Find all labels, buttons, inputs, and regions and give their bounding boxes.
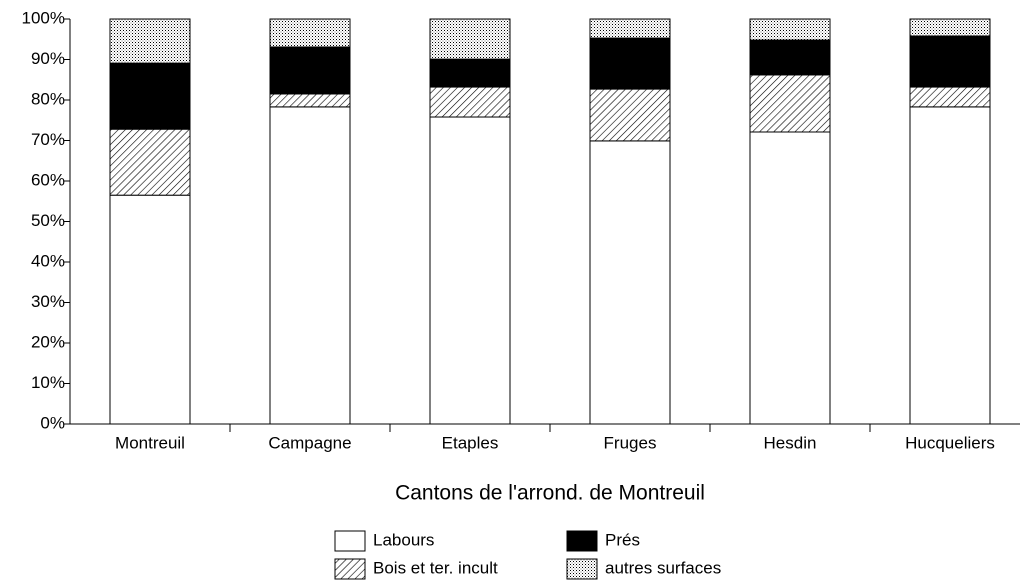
bar-segment — [749, 39, 831, 76]
x-tick-label: Hucqueliers — [905, 433, 995, 452]
bar-segment — [269, 18, 351, 48]
bar-segment — [749, 74, 831, 133]
bar-segment — [109, 62, 191, 130]
legend-label: Prés — [605, 530, 640, 549]
y-tick-label: 50% — [31, 211, 65, 230]
x-tick-label: Fruges — [604, 433, 657, 452]
y-tick-label: 40% — [31, 251, 65, 270]
y-tick-label: 70% — [31, 130, 65, 149]
legend-label: Bois et ter. incult — [373, 558, 498, 577]
x-tick-label: Hesdin — [764, 433, 817, 452]
bar-segment — [109, 128, 191, 196]
x-axis-title: Cantons de l'arrond. de Montreuil — [395, 482, 705, 505]
bar-segment — [429, 86, 511, 118]
y-tick-label: 80% — [31, 89, 65, 108]
bar-segment — [109, 18, 191, 64]
bar-segment — [749, 131, 831, 425]
bar-segment — [909, 86, 991, 108]
bar-segment — [589, 88, 671, 142]
x-tick-label: Montreuil — [115, 433, 185, 452]
bar-segment — [109, 194, 191, 425]
y-tick-label: 30% — [31, 292, 65, 311]
x-tick-label: Campagne — [268, 433, 351, 452]
y-tick-label: 0% — [40, 413, 65, 432]
bar-segment — [269, 106, 351, 425]
legend-swatch — [334, 558, 366, 580]
x-tick-label: Etaples — [442, 433, 499, 452]
bar-segment — [269, 93, 351, 108]
y-tick-label: 60% — [31, 170, 65, 189]
legend-swatch — [566, 530, 598, 552]
bar-segment — [589, 37, 671, 90]
bar-segment — [429, 58, 511, 88]
y-tick-label: 100% — [22, 8, 65, 27]
legend-label: autres surfaces — [605, 558, 721, 577]
bar-segment — [589, 18, 671, 39]
y-tick-label: 10% — [31, 373, 65, 392]
y-tick-label: 90% — [31, 49, 65, 68]
bar-segment — [429, 18, 511, 60]
bar-segment — [909, 35, 991, 88]
legend-label: Labours — [373, 530, 434, 549]
bar-segment — [909, 18, 991, 37]
bar-segment — [589, 140, 671, 425]
bar-segment — [269, 46, 351, 95]
legend-swatch — [566, 558, 598, 580]
legend-swatch — [334, 530, 366, 552]
bar-segment — [909, 106, 991, 425]
y-tick-label: 20% — [31, 332, 65, 351]
bar-segment — [749, 18, 831, 41]
bar-segment — [429, 116, 511, 425]
